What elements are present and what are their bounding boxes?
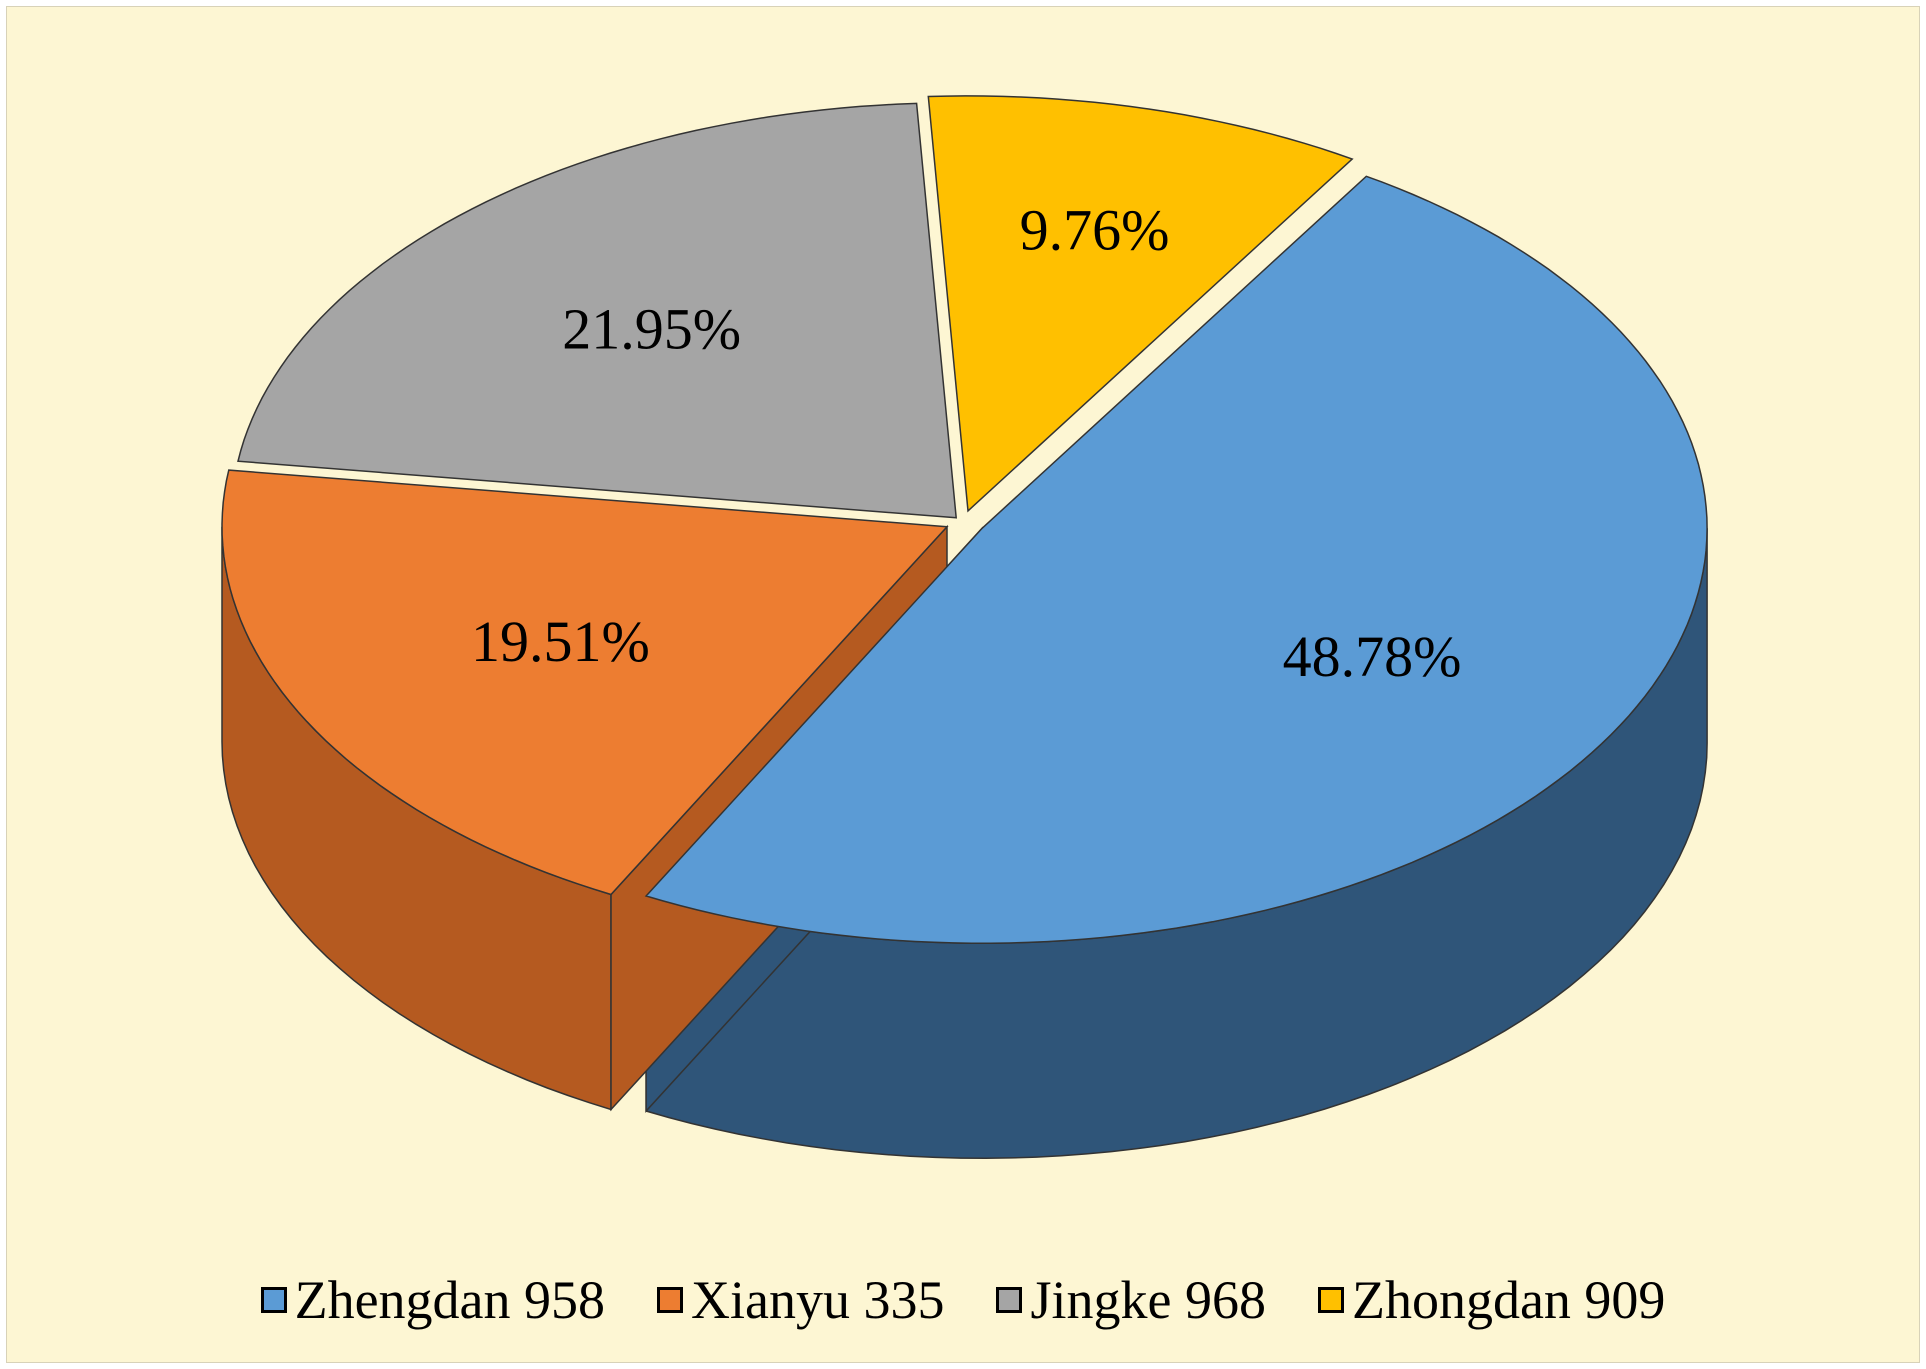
legend-item-jingke-968: Jingke 968 bbox=[996, 1269, 1266, 1331]
legend-item-xianyu-335: Xianyu 335 bbox=[657, 1269, 944, 1331]
legend-swatch bbox=[996, 1287, 1023, 1313]
chart-frame: 48.78% 19.51% 21.95% 9.76% Zhengdan 958 Xia… bbox=[6, 6, 1920, 1363]
legend-label: Jingke 968 bbox=[1030, 1270, 1266, 1330]
data-label-xianyu-335: 19.51% bbox=[471, 609, 650, 674]
pie-slice-xianyu-335 bbox=[221, 469, 949, 896]
pie-slice-jingke-968 bbox=[237, 102, 958, 519]
legend: Zhengdan 958 Xianyu 335 Jingke 968 Zhong… bbox=[7, 1269, 1919, 1331]
legend-label: Zhongdan 909 bbox=[1351, 1270, 1666, 1330]
pie-slice-zhongdan-909 bbox=[927, 95, 1354, 513]
legend-item-zhongdan-909: Zhongdan 909 bbox=[1317, 1269, 1666, 1331]
pie-slice-zhengdan-958 bbox=[644, 175, 1708, 944]
legend-swatch bbox=[1317, 1287, 1344, 1313]
legend-swatch bbox=[657, 1287, 683, 1313]
legend-swatch bbox=[260, 1287, 287, 1313]
data-label-jingke-968: 21.95% bbox=[562, 297, 741, 362]
legend-label: Xianyu 335 bbox=[691, 1270, 945, 1330]
legend-label: Zhengdan 958 bbox=[294, 1270, 605, 1330]
legend-item-zhengdan-958: Zhengdan 958 bbox=[260, 1269, 605, 1331]
pie-chart: 48.78% 19.51% 21.95% 9.76% bbox=[221, 95, 1708, 1160]
data-label-zhengdan-958: 48.78% bbox=[1283, 624, 1462, 689]
data-label-zhongdan-909: 9.76% bbox=[1020, 198, 1170, 263]
